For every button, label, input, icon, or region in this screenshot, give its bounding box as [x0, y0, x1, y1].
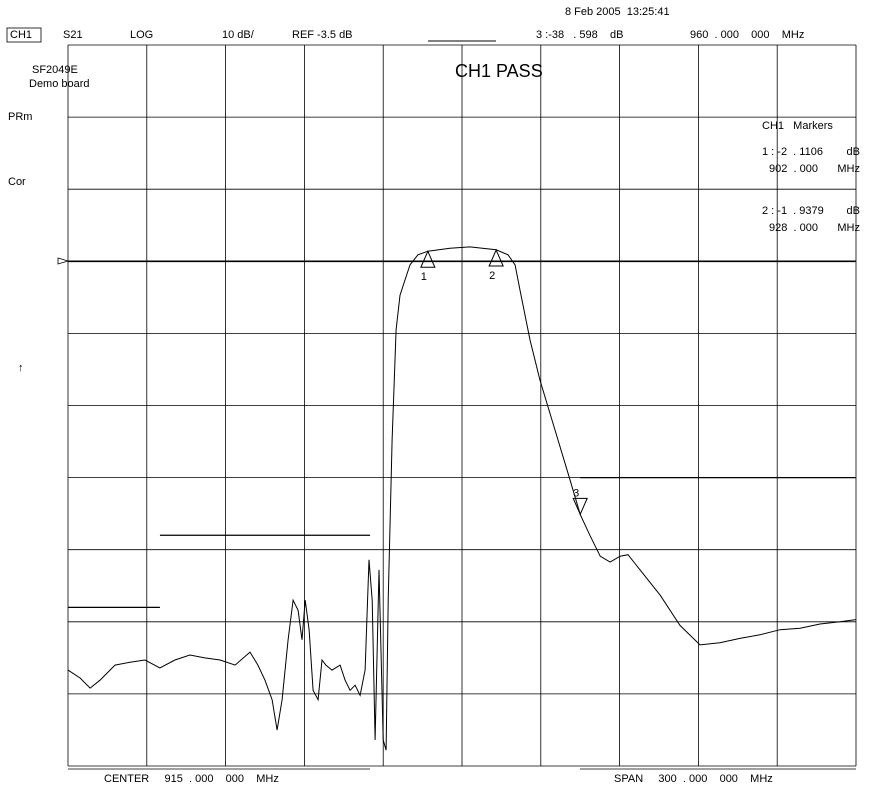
scale: 10 dB/ [222, 29, 255, 41]
marker-readout: 902 . 000 [769, 163, 818, 175]
marker-label: 3 [573, 487, 579, 499]
channel: CH1 [10, 29, 32, 41]
channel-box [6, 27, 42, 43]
marker [420, 250, 436, 268]
marker-label: 1 [421, 271, 427, 283]
parameter: S21 [63, 29, 83, 41]
annotation: ↑ [18, 362, 24, 374]
marker [572, 497, 588, 516]
annotation: Cor [8, 176, 26, 188]
reference-pointer [57, 257, 70, 265]
footer-span: SPAN 300 . 000 000 MHz [614, 773, 773, 785]
marker-table-title: CH1 Markers [762, 120, 833, 132]
marker-readout: 2 : -1 . 9379 [762, 205, 824, 217]
marker-readout: 928 . 000 [769, 222, 818, 234]
marker-readout-unit: dB [847, 205, 860, 217]
marker-readout-unit: dB [847, 146, 860, 158]
note: Demo board [29, 78, 90, 90]
marker-readout-unit: MHz [837, 222, 860, 234]
reference: REF -3.5 dB [292, 29, 353, 41]
active-marker: 3 :-38 . 598 dB [536, 29, 623, 41]
format: LOG [130, 29, 153, 41]
annotation: PRm [8, 111, 32, 123]
trace [67, 246, 857, 751]
marker-readout: 1 : -2 . 1106 [762, 146, 823, 158]
marker-readout-unit: MHz [837, 163, 860, 175]
marker [488, 248, 504, 267]
footer-center: CENTER 915 . 000 000 MHz [104, 773, 279, 785]
chart-title: CH1 PASS [455, 61, 543, 81]
marker-frequency: 960 . 000 000 MHz [690, 29, 804, 41]
timestamp: 8 Feb 2005 13:25:41 [565, 6, 670, 18]
note: SF2049E [32, 64, 78, 76]
marker-label: 2 [489, 270, 495, 282]
